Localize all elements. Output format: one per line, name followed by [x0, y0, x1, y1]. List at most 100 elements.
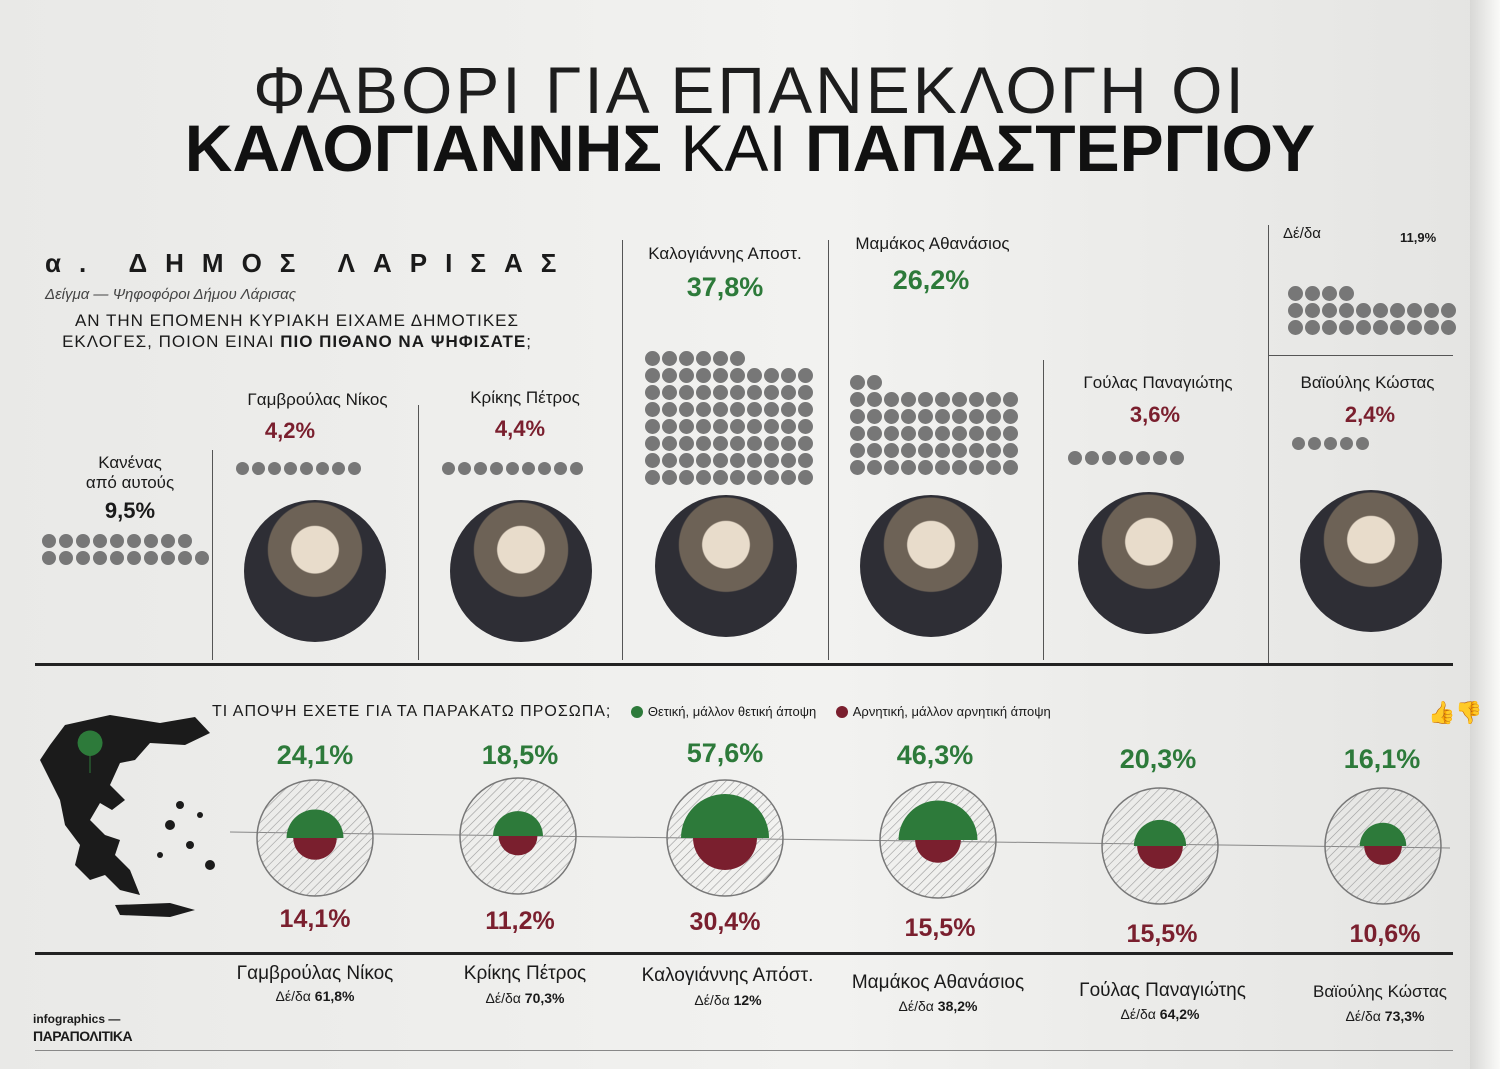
vote-dot	[730, 402, 745, 417]
vote-dot	[662, 436, 677, 451]
vote-dot	[1305, 303, 1320, 318]
vote-dot	[713, 351, 728, 366]
vote-dot	[458, 462, 471, 475]
vote-dot	[730, 453, 745, 468]
section-sample: Δείγμα — Ψηφοφόροι Δήμου Λάρισας	[45, 286, 296, 303]
vote-dot	[781, 419, 796, 434]
vote-dot	[1136, 451, 1150, 465]
vote-dot	[1003, 443, 1018, 458]
candidate-value: 26,2%	[892, 265, 970, 295]
negative-value: 15,5%	[1126, 920, 1198, 948]
vote-dot	[730, 385, 745, 400]
vote-dot	[952, 392, 967, 407]
vote-dot	[696, 368, 711, 383]
vote-dot	[1356, 320, 1371, 335]
vote-dot	[969, 409, 984, 424]
vote-dot	[696, 351, 711, 366]
vote-dot	[696, 419, 711, 434]
person-dk: Δέ/δα 61,8%	[255, 988, 375, 1004]
vote-dot	[554, 462, 567, 475]
dk-label: Δέ/δα	[1283, 225, 1321, 242]
vote-dot	[730, 419, 745, 434]
vote-dot	[747, 402, 762, 417]
vote-dot	[747, 436, 762, 451]
vote-dot	[730, 351, 745, 366]
headline-name1: ΚΑΛΟΓΙΑΝΝΗΣ	[184, 111, 662, 185]
vote-dot	[1407, 303, 1422, 318]
vote-dot	[850, 375, 865, 390]
person-dk: Δέ/δα 73,3%	[1325, 1008, 1445, 1024]
vote-dot	[42, 534, 56, 548]
vote-dot	[679, 470, 694, 485]
vote-dot	[884, 443, 899, 458]
vote-dot	[952, 460, 967, 475]
dk-prefix: Δέ/δα	[1345, 1008, 1381, 1024]
vote-dot	[935, 426, 950, 441]
vote-dot	[679, 351, 694, 366]
vote-dot	[1085, 451, 1099, 465]
vote-dot	[798, 470, 813, 485]
vote-dot	[1153, 451, 1167, 465]
vote-dot	[662, 351, 677, 366]
vote-dot	[952, 409, 967, 424]
person-dk: Δέ/δα 64,2%	[1100, 1006, 1220, 1022]
vote-dot	[144, 534, 158, 548]
vote-dot	[696, 436, 711, 451]
vote-dot	[1339, 303, 1354, 318]
vote-dot	[986, 443, 1001, 458]
vote-dot	[952, 426, 967, 441]
negative-half-disc	[498, 836, 538, 856]
thumbs-icon: 👍👎	[1428, 700, 1483, 725]
person-name: Καλογιάννης Απόστ.	[641, 965, 814, 986]
positive-half-disc	[680, 793, 770, 838]
vote-dot	[645, 436, 660, 451]
vote-dot	[506, 462, 519, 475]
vote-dot	[645, 385, 660, 400]
dk-value: 11,9%	[1400, 230, 1437, 245]
negative-dot-icon	[835, 705, 848, 718]
vote-dot	[1068, 451, 1082, 465]
vote-dot	[713, 368, 728, 383]
vote-dot	[76, 534, 90, 548]
vote-dot	[850, 392, 865, 407]
vote-dot	[252, 462, 265, 475]
vote-dot	[747, 453, 762, 468]
vote-dot	[935, 392, 950, 407]
vote-dot	[867, 426, 882, 441]
vote-dot	[1441, 320, 1456, 335]
negative-half-disc	[1364, 846, 1402, 865]
vote-dot	[764, 436, 779, 451]
vote-dot	[1305, 286, 1320, 301]
vote-dot	[161, 551, 175, 565]
column-divider	[828, 240, 829, 660]
headline-connector: ΚΑΙ	[680, 111, 787, 185]
vote-dot	[1356, 303, 1371, 318]
vote-dot	[764, 419, 779, 434]
greece-map	[40, 715, 215, 917]
opinion-legend: ΤΙ ΑΠΟΨΗ ΕΧΕΤΕ ΓΙΑ ΤΑ ΠΑΡΑΚΑΤΩ ΠΡΟΣΩΠΑ; …	[212, 703, 1051, 721]
vote-dot	[679, 402, 694, 417]
vote-dot	[713, 436, 728, 451]
positive-value: 20,3%	[1119, 744, 1197, 774]
negative-value: 11,2%	[485, 907, 555, 935]
vote-dot	[713, 385, 728, 400]
vote-dot	[662, 453, 677, 468]
vote-dot	[918, 460, 933, 475]
vote-dot	[236, 462, 249, 475]
legend-negative: Αρνητική, μάλλον αρνητική άποψη	[852, 704, 1051, 719]
vote-dot	[764, 402, 779, 417]
positive-half-disc	[898, 800, 978, 840]
vote-dot	[1424, 320, 1439, 335]
vote-dot	[969, 392, 984, 407]
vote-dot	[93, 534, 107, 548]
vote-dot	[986, 460, 1001, 475]
column-divider	[1043, 360, 1044, 660]
vote-dot	[969, 426, 984, 441]
footer-rule	[35, 1050, 1453, 1051]
question-end: ;	[526, 332, 532, 351]
vote-dot	[662, 368, 677, 383]
vote-dot	[1003, 460, 1018, 475]
vote-dot	[1003, 409, 1018, 424]
vote-dot	[781, 368, 796, 383]
candidate-name: Βαϊούλης Κώστας	[1300, 373, 1435, 392]
